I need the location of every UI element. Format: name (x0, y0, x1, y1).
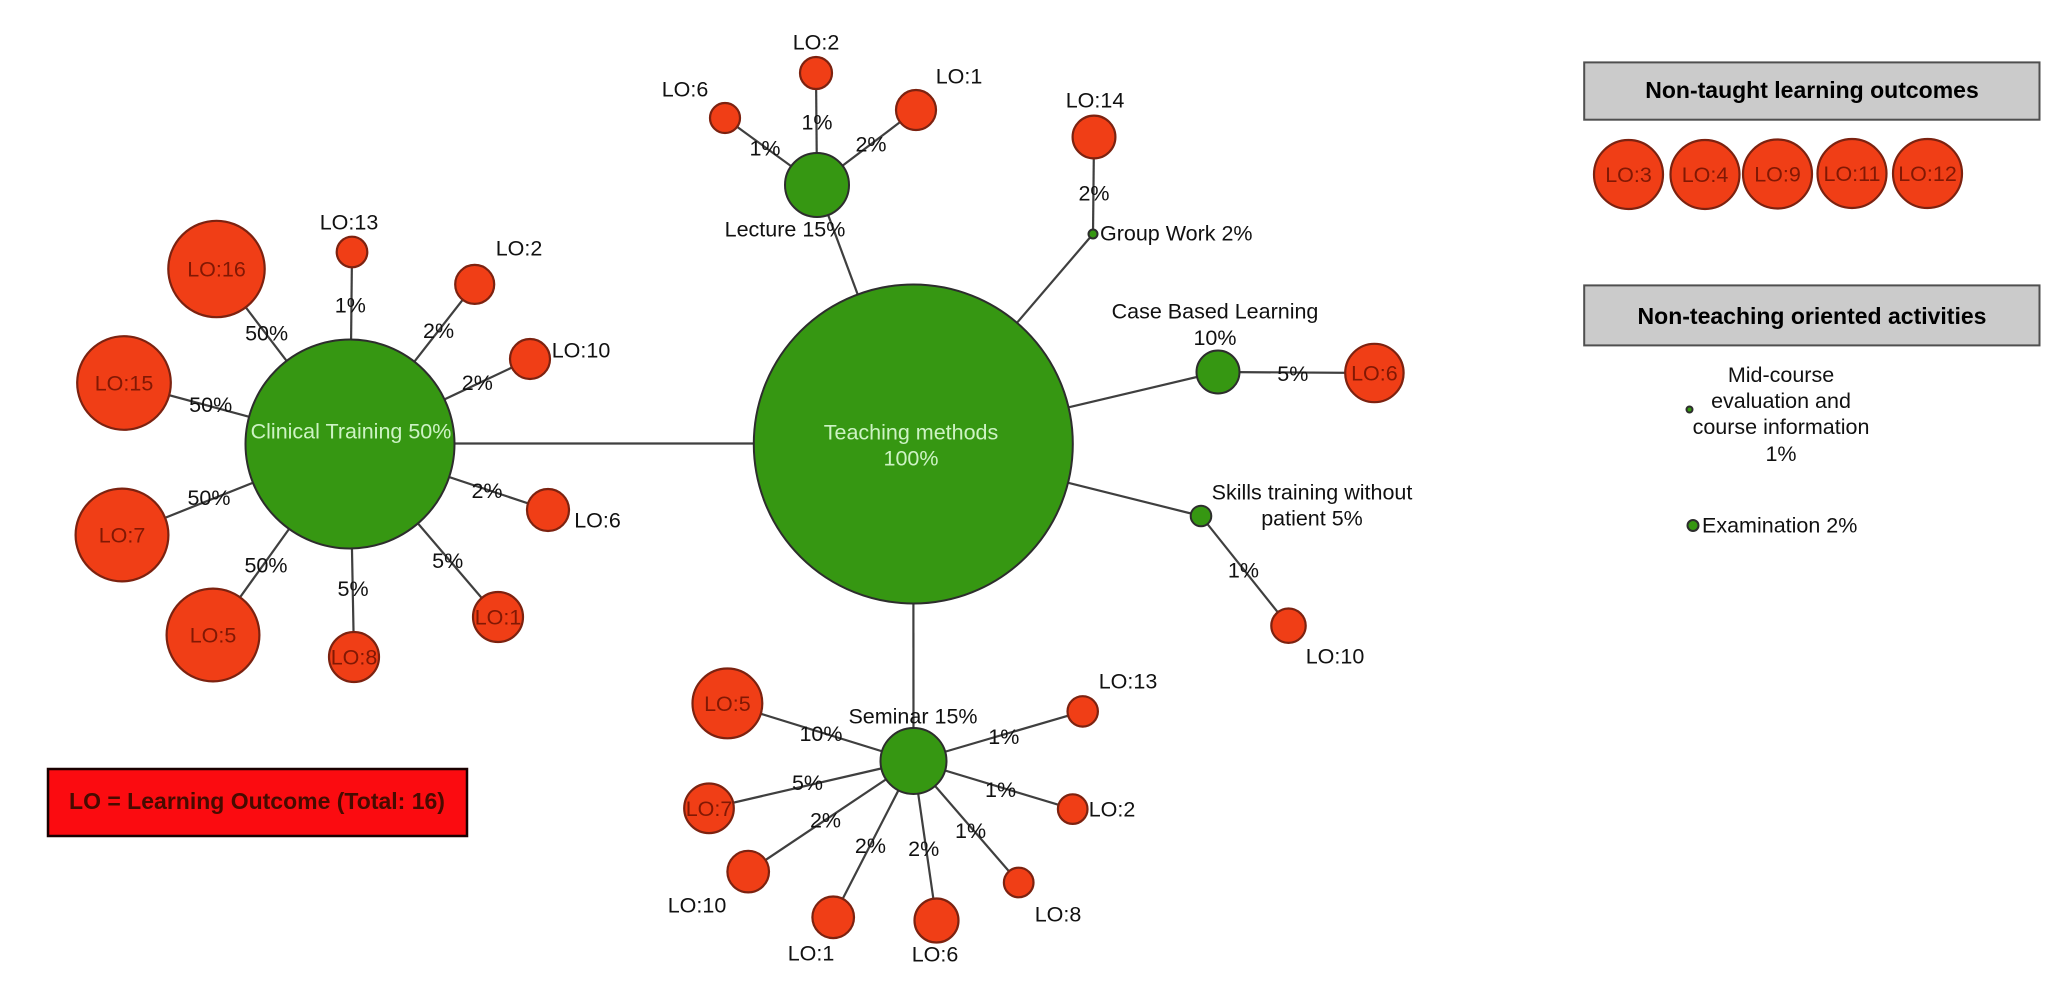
svg-text:50%: 50% (189, 393, 232, 417)
svg-text:LO:10: LO:10 (552, 339, 611, 363)
svg-text:Clinical Training 50%: Clinical Training 50% (251, 420, 452, 444)
svg-text:Teaching methods: Teaching methods (824, 421, 999, 445)
svg-text:LO:2: LO:2 (496, 237, 543, 261)
svg-text:2%: 2% (855, 834, 886, 858)
svg-text:2%: 2% (471, 479, 502, 503)
svg-text:course information: course information (1693, 415, 1870, 439)
svg-text:LO:13: LO:13 (320, 211, 379, 235)
svg-text:LO:9: LO:9 (1754, 163, 1801, 187)
svg-text:10%: 10% (799, 722, 842, 746)
svg-text:2%: 2% (423, 319, 454, 343)
svg-text:100%: 100% (884, 447, 939, 471)
svg-text:patient 5%: patient 5% (1261, 507, 1363, 531)
svg-text:1%: 1% (335, 293, 366, 317)
svg-text:2%: 2% (810, 808, 841, 832)
svg-text:LO = Learning Outcome (Total:: LO = Learning Outcome (Total: 16) (69, 788, 445, 814)
svg-text:Seminar 15%: Seminar 15% (848, 705, 977, 729)
svg-text:1%: 1% (1228, 559, 1259, 583)
svg-text:LO:5: LO:5 (190, 624, 237, 648)
svg-text:LO:7: LO:7 (686, 797, 733, 821)
svg-text:LO:14: LO:14 (1066, 89, 1125, 113)
svg-text:LO:10: LO:10 (1306, 645, 1365, 669)
svg-text:Non-teaching oriented activiti: Non-teaching oriented activities (1638, 303, 1987, 329)
svg-text:2%: 2% (462, 371, 493, 395)
svg-text:LO:2: LO:2 (1089, 798, 1136, 822)
svg-text:5%: 5% (1277, 362, 1308, 386)
svg-text:LO:6: LO:6 (912, 943, 959, 967)
svg-text:1%: 1% (801, 111, 832, 135)
svg-text:LO:10: LO:10 (668, 894, 727, 918)
svg-text:LO:4: LO:4 (1682, 163, 1729, 187)
svg-text:Group Work 2%: Group Work 2% (1100, 222, 1253, 246)
svg-text:LO:8: LO:8 (1035, 903, 1082, 927)
svg-text:LO:6: LO:6 (662, 78, 709, 102)
svg-text:2%: 2% (855, 133, 886, 157)
svg-text:2%: 2% (908, 837, 939, 861)
svg-text:5%: 5% (792, 771, 823, 795)
svg-text:Mid-course: Mid-course (1728, 363, 1834, 387)
svg-text:1%: 1% (955, 819, 986, 843)
svg-text:LO:3: LO:3 (1605, 163, 1652, 187)
svg-text:LO:15: LO:15 (95, 372, 154, 396)
svg-text:Examination 2%: Examination 2% (1702, 514, 1857, 538)
svg-text:Skills training without: Skills training without (1212, 481, 1413, 505)
svg-text:LO:1: LO:1 (475, 606, 522, 630)
svg-text:Case Based Learning: Case Based Learning (1112, 300, 1319, 324)
svg-text:2%: 2% (1078, 182, 1109, 206)
svg-text:LO:5: LO:5 (704, 692, 751, 716)
svg-text:LO:11: LO:11 (1824, 162, 1881, 186)
svg-text:LO:8: LO:8 (331, 646, 378, 670)
svg-text:Non-taught learning outcomes: Non-taught learning outcomes (1645, 77, 1979, 103)
svg-text:10%: 10% (1193, 326, 1236, 350)
svg-text:1%: 1% (988, 725, 1019, 749)
svg-text:1%: 1% (1765, 442, 1796, 466)
svg-text:5%: 5% (338, 577, 369, 601)
svg-text:Lecture 15%: Lecture 15% (725, 218, 846, 242)
svg-text:LO:2: LO:2 (793, 31, 840, 55)
svg-text:LO:1: LO:1 (936, 65, 983, 89)
svg-text:LO:6: LO:6 (574, 509, 621, 533)
svg-text:LO:12: LO:12 (1898, 162, 1957, 186)
svg-text:1%: 1% (749, 137, 780, 161)
svg-text:evaluation and: evaluation and (1711, 389, 1851, 413)
svg-text:50%: 50% (244, 554, 287, 578)
svg-text:1%: 1% (985, 778, 1016, 802)
svg-text:50%: 50% (187, 486, 230, 510)
svg-text:LO:1: LO:1 (788, 942, 835, 966)
svg-text:50%: 50% (245, 321, 288, 345)
svg-text:LO:7: LO:7 (99, 524, 146, 548)
svg-text:LO:6: LO:6 (1351, 362, 1398, 386)
svg-text:LO:13: LO:13 (1099, 670, 1158, 694)
svg-text:LO:16: LO:16 (187, 258, 246, 282)
svg-text:5%: 5% (432, 549, 463, 573)
